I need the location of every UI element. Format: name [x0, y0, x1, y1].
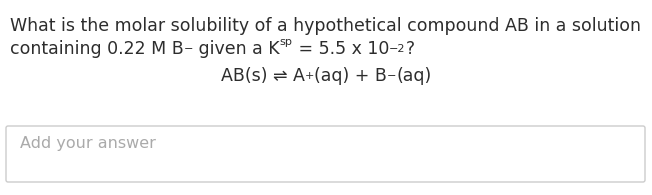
Text: −: −: [387, 71, 396, 81]
Text: sp: sp: [280, 37, 293, 47]
Text: AB(s) ⇌ A: AB(s) ⇌ A: [220, 67, 304, 85]
Text: Add your answer: Add your answer: [20, 136, 156, 151]
Text: −2: −2: [389, 44, 406, 54]
Text: −: −: [184, 44, 193, 54]
FancyBboxPatch shape: [6, 126, 645, 182]
Text: (aq): (aq): [396, 67, 432, 85]
Text: given a K: given a K: [193, 40, 280, 58]
Text: +: +: [304, 71, 314, 81]
Text: (aq) + B: (aq) + B: [314, 67, 387, 85]
Text: ?: ?: [406, 40, 415, 58]
Text: containing 0.22 M B: containing 0.22 M B: [10, 40, 184, 58]
Text: What is the molar solubility of a hypothetical compound AB in a solution: What is the molar solubility of a hypoth…: [10, 17, 641, 35]
Text: = 5.5 x 10: = 5.5 x 10: [293, 40, 389, 58]
